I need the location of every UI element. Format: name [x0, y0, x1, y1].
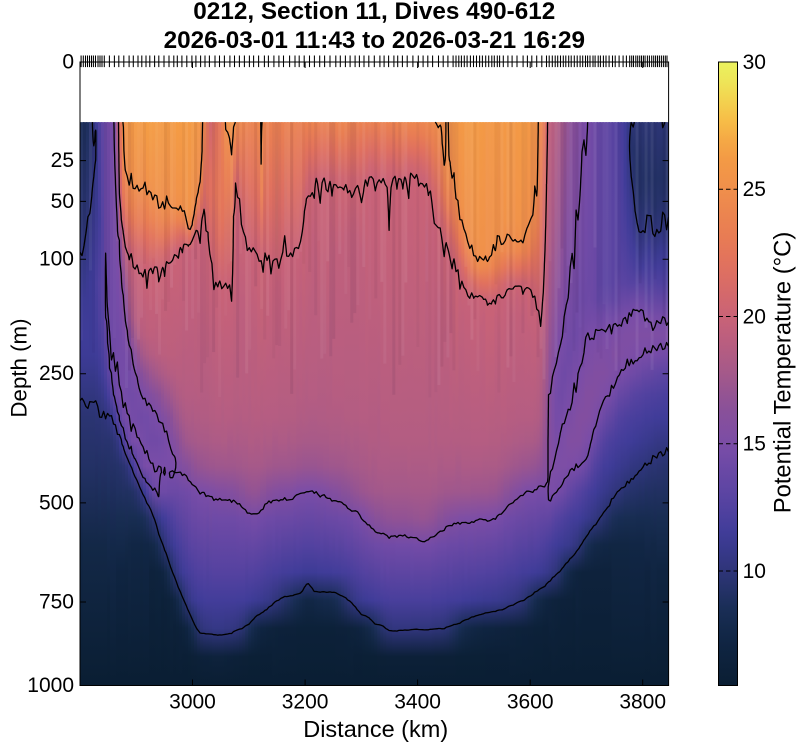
svg-text:3600: 3600 [507, 691, 554, 714]
svg-text:750: 750 [39, 591, 74, 614]
svg-text:0: 0 [62, 51, 74, 74]
svg-text:25: 25 [743, 178, 766, 201]
svg-text:3000: 3000 [169, 691, 216, 714]
svg-text:100: 100 [39, 248, 74, 271]
svg-text:20: 20 [743, 305, 766, 328]
svg-text:3200: 3200 [282, 691, 329, 714]
svg-text:2026-03-01 11:43 to 2026-03-21: 2026-03-01 11:43 to 2026-03-21 16:29 [164, 27, 585, 54]
svg-text:Depth (m): Depth (m) [7, 318, 32, 417]
svg-text:15: 15 [743, 433, 766, 456]
svg-text:10: 10 [743, 560, 766, 583]
svg-text:250: 250 [39, 362, 74, 385]
svg-text:50: 50 [51, 190, 74, 213]
svg-text:500: 500 [39, 491, 74, 514]
svg-text:25: 25 [51, 149, 74, 172]
svg-text:30: 30 [743, 51, 766, 74]
svg-text:3800: 3800 [619, 691, 666, 714]
svg-text:0212, Section 11, Dives 490-61: 0212, Section 11, Dives 490-612 [193, 0, 555, 25]
svg-text:Distance (km): Distance (km) [303, 716, 448, 742]
svg-text:Potential Temperature (°C): Potential Temperature (°C) [770, 232, 797, 514]
svg-text:1000: 1000 [27, 674, 74, 697]
svg-text:3400: 3400 [394, 691, 441, 714]
